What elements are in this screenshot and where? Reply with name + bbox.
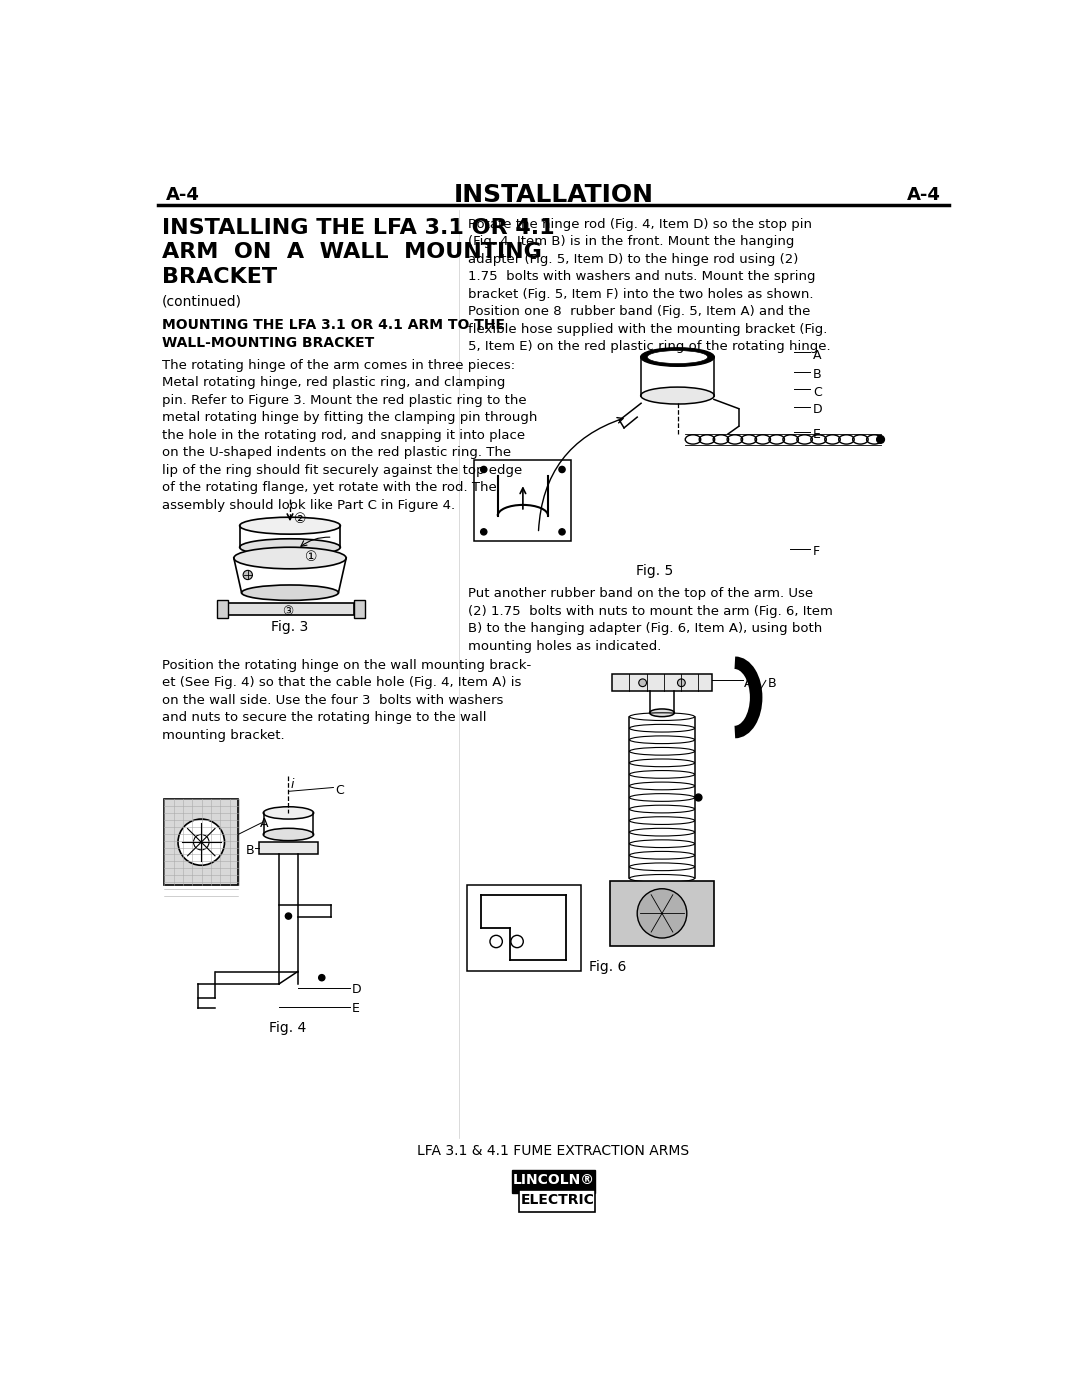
Text: ③: ③ xyxy=(282,605,294,617)
Text: i: i xyxy=(291,778,294,791)
Text: INSTALLATION: INSTALLATION xyxy=(454,183,653,207)
Bar xyxy=(217,599,228,617)
Ellipse shape xyxy=(649,708,674,717)
Ellipse shape xyxy=(640,348,714,366)
Text: Rotate the hinge rod (Fig. 4, Item D) so the stop pin
(Fig. 4, Item B) is in the: Rotate the hinge rod (Fig. 4, Item D) so… xyxy=(469,218,831,353)
Ellipse shape xyxy=(647,351,707,363)
Ellipse shape xyxy=(233,548,347,569)
Circle shape xyxy=(638,679,647,686)
Ellipse shape xyxy=(640,387,714,404)
Text: Position the rotating hinge on the wall mounting brack-
et (See Fig. 4) so that : Position the rotating hinge on the wall … xyxy=(162,659,531,742)
Circle shape xyxy=(285,914,292,919)
Text: A: A xyxy=(260,817,268,830)
Text: C: C xyxy=(335,784,343,796)
Circle shape xyxy=(694,793,702,800)
Circle shape xyxy=(559,529,565,535)
Text: ②: ② xyxy=(294,511,307,525)
Circle shape xyxy=(178,819,225,865)
Text: B: B xyxy=(813,367,822,381)
Text: A: A xyxy=(813,349,822,362)
Text: Fig. 3: Fig. 3 xyxy=(271,620,309,634)
Text: ELECTRIC: ELECTRIC xyxy=(521,1193,594,1207)
Text: Fig. 5: Fig. 5 xyxy=(636,564,673,578)
Text: B: B xyxy=(246,844,255,858)
Bar xyxy=(259,842,318,855)
Bar xyxy=(164,799,238,886)
Text: E: E xyxy=(352,1002,360,1016)
Text: D: D xyxy=(813,404,823,416)
Text: Fig. 4: Fig. 4 xyxy=(269,1021,307,1035)
Text: MOUNTING THE LFA 3.1 OR 4.1 ARM TO THE
WALL-MOUNTING BRACKET: MOUNTING THE LFA 3.1 OR 4.1 ARM TO THE W… xyxy=(162,317,505,351)
Text: A-4: A-4 xyxy=(907,186,941,204)
Bar xyxy=(519,1190,595,1211)
Circle shape xyxy=(559,467,565,472)
Ellipse shape xyxy=(240,539,340,556)
Bar xyxy=(610,880,714,946)
Text: ①: ① xyxy=(306,550,318,564)
Bar xyxy=(226,602,354,615)
Text: E: E xyxy=(813,427,821,441)
Text: F: F xyxy=(813,545,820,557)
Text: D: D xyxy=(352,983,362,996)
Bar xyxy=(467,884,581,971)
Text: INSTALLING THE LFA 3.1 OR 4.1
ARM  ON  A  WALL  MOUNTING
BRACKET: INSTALLING THE LFA 3.1 OR 4.1 ARM ON A W… xyxy=(162,218,555,288)
Circle shape xyxy=(877,436,885,443)
Circle shape xyxy=(319,975,325,981)
Bar xyxy=(512,1171,595,1193)
Ellipse shape xyxy=(242,585,338,601)
Ellipse shape xyxy=(240,517,340,534)
Text: (continued): (continued) xyxy=(162,295,242,309)
Circle shape xyxy=(481,529,487,535)
Ellipse shape xyxy=(264,828,313,841)
Text: B: B xyxy=(768,678,777,690)
Bar xyxy=(474,460,571,541)
Circle shape xyxy=(243,570,253,580)
Text: C: C xyxy=(813,386,822,398)
Circle shape xyxy=(637,888,687,937)
Bar xyxy=(612,675,712,692)
Circle shape xyxy=(677,679,685,686)
Text: LFA 3.1 & 4.1 FUME EXTRACTION ARMS: LFA 3.1 & 4.1 FUME EXTRACTION ARMS xyxy=(418,1144,689,1158)
Text: The rotating hinge of the arm comes in three pieces:
Metal rotating hinge, red p: The rotating hinge of the arm comes in t… xyxy=(162,359,538,511)
Text: Put another rubber band on the top of the arm. Use
(2) 1.75  bolts with nuts to : Put another rubber band on the top of th… xyxy=(469,587,833,652)
Text: LINCOLN®: LINCOLN® xyxy=(513,1173,594,1187)
Text: Fig. 6: Fig. 6 xyxy=(590,960,626,974)
Bar xyxy=(354,599,365,617)
Circle shape xyxy=(481,467,487,472)
Text: A: A xyxy=(744,678,753,690)
Ellipse shape xyxy=(264,806,313,819)
Text: A-4: A-4 xyxy=(166,186,200,204)
